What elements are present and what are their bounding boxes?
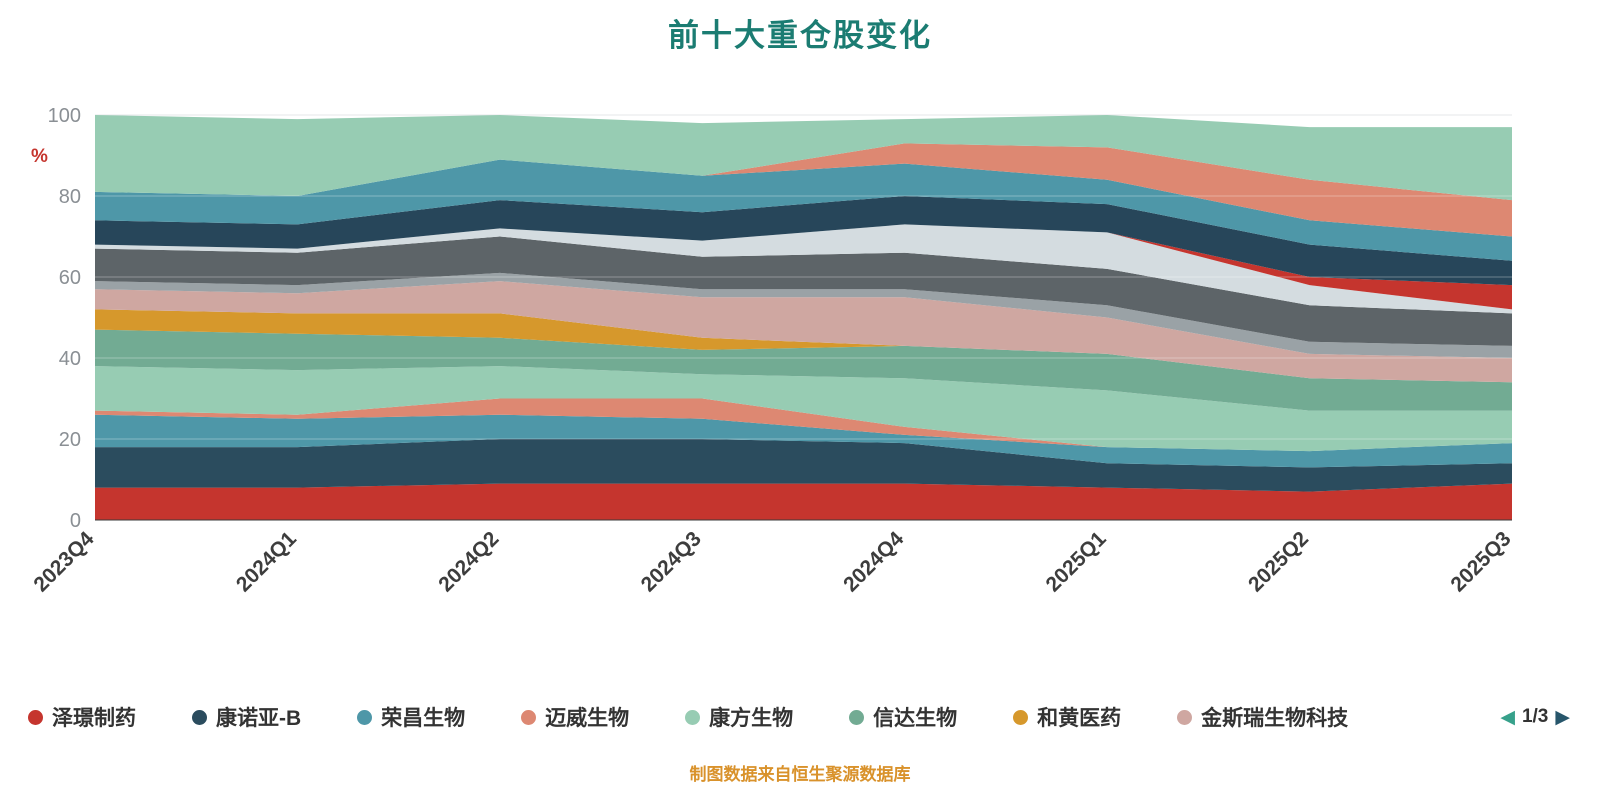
- legend-item-信达生物[interactable]: 信达生物: [849, 702, 957, 732]
- legend-page-indicator: 1/3: [1521, 706, 1549, 727]
- legend-items: 泽璟制药 康诺亚-B 荣昌生物 迈威生物 康方生物 信达生物 和黄医药 金斯瑞生物科技: [28, 702, 1348, 732]
- series-金斯瑞生物科技[interactable]: [95, 281, 1512, 383]
- legend-marker-icon: [357, 709, 373, 725]
- series-荣昌生物[interactable]: [95, 414, 1512, 468]
- legend-marker-icon: [1013, 709, 1029, 725]
- series-band-11[interactable]: [95, 224, 1512, 314]
- y-tick-label-20: 20: [59, 429, 81, 451]
- legend-prev-page-icon[interactable]: ◀: [1500, 706, 1515, 728]
- x-tick-label-2025Q2: 2025Q2: [1244, 527, 1313, 596]
- legend-label: 荣昌生物: [381, 707, 466, 730]
- x-tick-label-2025Q3: 2025Q3: [1446, 527, 1515, 596]
- series-band-16[interactable]: [95, 115, 1512, 201]
- y-tick-label-0: 0: [70, 510, 81, 532]
- legend-label: 信达生物: [873, 707, 958, 730]
- y-tick-label-60: 60: [59, 267, 81, 289]
- series-band-9[interactable]: [95, 272, 1512, 358]
- x-tick-label-2024Q2: 2024Q2: [434, 527, 503, 596]
- series-信达生物[interactable]: [95, 329, 1512, 411]
- series-康方生物[interactable]: [95, 366, 1512, 452]
- y-tick-label-40: 40: [59, 348, 81, 370]
- legend-label: 金斯瑞生物科技: [1201, 707, 1349, 730]
- legend-marker-icon: [521, 709, 537, 725]
- legend-item-迈威生物[interactable]: 迈威生物: [521, 702, 629, 732]
- legend-item-金斯瑞生物科技[interactable]: 金斯瑞生物科技: [1177, 702, 1348, 732]
- data-source-note: 制图数据来自恒生聚源数据库: [689, 765, 911, 784]
- stacked-area-chart-canvas[interactable]: 0 20 40 60 80 100 2023Q4 2024Q1 2024Q2 2024Q3 2024…: [0, 60, 1600, 700]
- x-tick-label-2025Q1: 2025Q1: [1042, 527, 1111, 596]
- x-tick-label-2024Q4: 2024Q4: [839, 527, 908, 596]
- legend-marker-icon: [28, 709, 43, 725]
- legend-item-康诺亚-B[interactable]: 康诺亚-B: [192, 702, 301, 732]
- legend-label: 迈威生物: [545, 707, 630, 730]
- legend-item-泽璟制药[interactable]: 泽璟制药: [28, 702, 136, 732]
- series-康诺亚-B[interactable]: [95, 439, 1512, 492]
- series-band-10[interactable]: [95, 236, 1512, 346]
- x-tick-label-2023Q4: 2023Q4: [29, 527, 98, 596]
- legend-marker-icon: [849, 709, 865, 725]
- y-axis-unit-label: %: [31, 146, 48, 167]
- legend-marker-icon: [1177, 709, 1193, 725]
- legend-marker-icon: [192, 709, 207, 725]
- x-tick-label-2024Q3: 2024Q3: [637, 527, 706, 596]
- legend-pager: ◀ 1/3 ▶: [1500, 706, 1570, 728]
- legend-label: 和黄医药: [1037, 707, 1122, 730]
- page-title: 前十大重仓股变化: [668, 18, 932, 53]
- legend-label: 康诺亚-B: [216, 707, 302, 730]
- legend-label: 泽璟制药: [52, 707, 136, 730]
- series-迈威生物[interactable]: [95, 398, 1512, 452]
- series-band-13[interactable]: [95, 196, 1512, 286]
- legend-next-page-icon[interactable]: ▶: [1555, 706, 1570, 728]
- legend-item-和黄医药[interactable]: 和黄医药: [1013, 702, 1121, 732]
- series-和黄医药[interactable]: [95, 309, 1512, 383]
- legend-marker-icon: [685, 709, 701, 725]
- series-泽璟制药[interactable]: [95, 483, 1512, 520]
- y-tick-label-80: 80: [59, 186, 81, 208]
- legend-item-康方生物[interactable]: 康方生物: [685, 702, 793, 732]
- series-band-14[interactable]: [95, 159, 1512, 261]
- legend: 泽璟制药 康诺亚-B 荣昌生物 迈威生物 康方生物 信达生物 和黄医药 金斯瑞生物科技 ◀ 1…: [28, 702, 1570, 732]
- y-tick-label-100: 100: [48, 105, 81, 127]
- legend-label: 康方生物: [709, 707, 794, 730]
- x-tick-label-2024Q1: 2024Q1: [232, 527, 301, 596]
- legend-item-荣昌生物[interactable]: 荣昌生物: [357, 702, 465, 732]
- series-band-15[interactable]: [95, 143, 1512, 237]
